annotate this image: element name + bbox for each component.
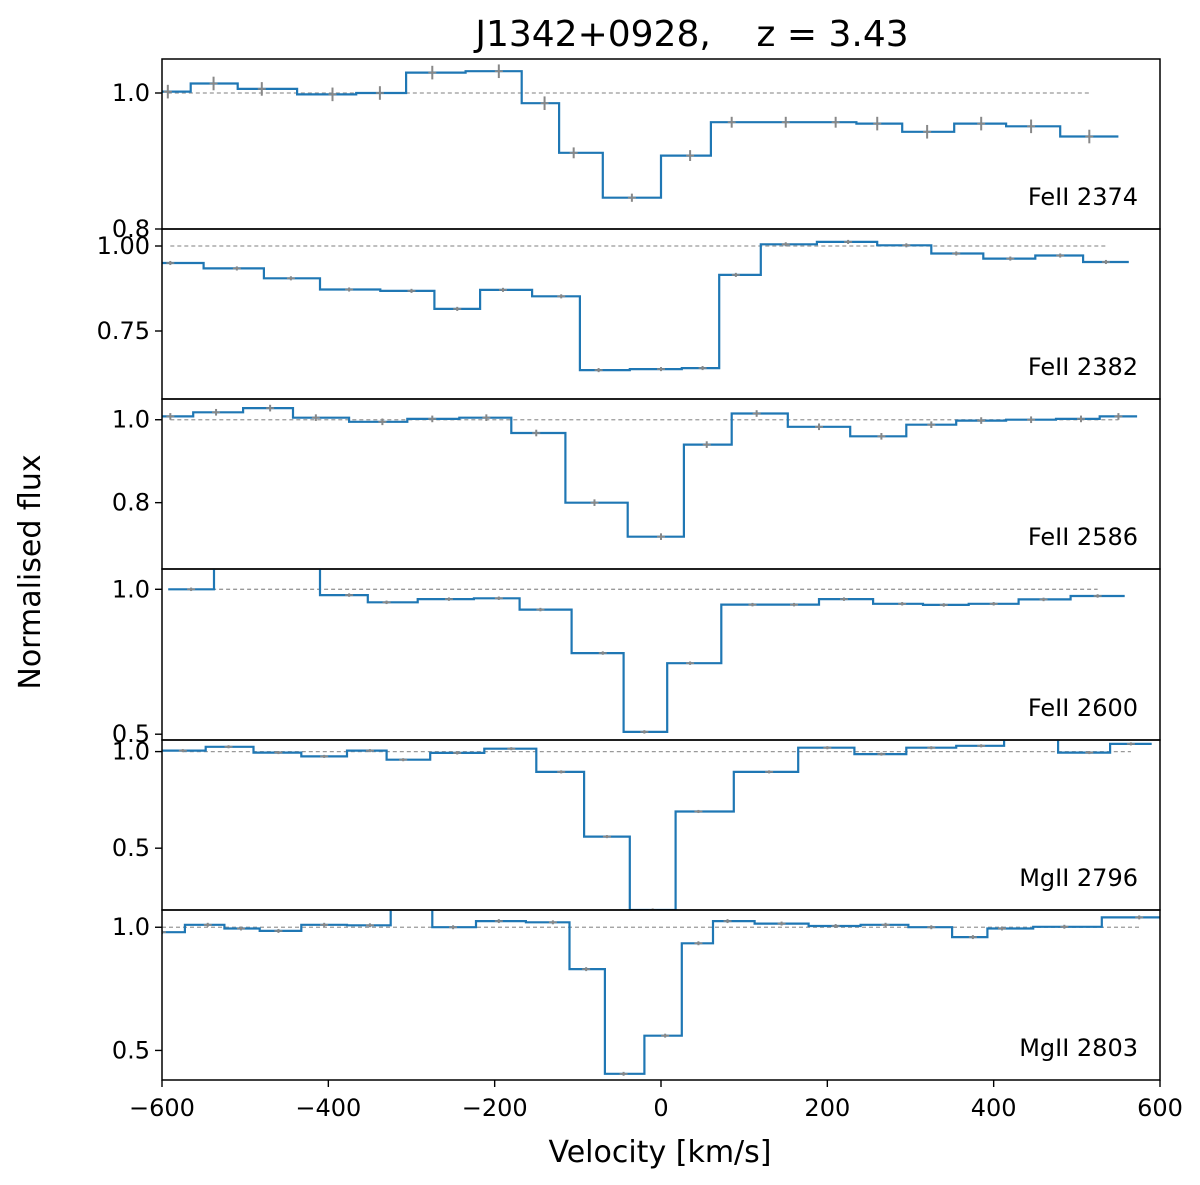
y-tick-label: 0.5	[112, 720, 150, 748]
panel: 1.0 0.5 MgII 2796	[112, 738, 1161, 911]
x-tick-label: 0	[653, 1094, 668, 1122]
x-tick-label: 600	[1137, 1094, 1183, 1122]
x-tick-label: 200	[804, 1094, 850, 1122]
y-tick-label: 0.5	[112, 1036, 150, 1064]
x-axis-label: Velocity [km/s]	[549, 1135, 772, 1170]
panel: 1.0 0.5 MgII 2803	[112, 909, 1161, 1081]
panel: 1.0 0.8 FeII 2586	[112, 398, 1161, 570]
panel-plot-area	[168, 569, 1125, 734]
chart-title: J1342+0928, z = 3.43	[473, 14, 908, 55]
panel: 1.00 0.75 FeII 2382	[97, 228, 1161, 400]
x-tick-label: −400	[295, 1094, 361, 1122]
panel-plot-area	[162, 740, 1152, 910]
y-tick-label: 0.75	[97, 317, 150, 345]
y-tick-label: 1.0	[112, 738, 150, 766]
y-tick-label: 1.0	[112, 79, 150, 107]
flux-step-line	[162, 240, 1129, 372]
flux-step-line	[162, 70, 1119, 199]
x-axis: −600 −400 −200 0 200 400 600	[129, 1080, 1183, 1122]
flux-step-line	[162, 740, 1152, 910]
panel-label: FeII 2600	[1028, 694, 1138, 722]
flux-step-line	[168, 569, 1125, 733]
y-tick-label: 0.8	[112, 489, 150, 517]
panel-frame	[161, 568, 1161, 741]
flux-step-line	[162, 407, 1138, 538]
y-tick-label: 1.0	[112, 913, 150, 941]
panel-plot-area	[162, 64, 1119, 202]
panel-plot-area	[162, 239, 1129, 373]
panel-frame	[161, 228, 1161, 400]
panel-stack: 1.0 0.8 FeII 2374 1.00 0.75 FeII 2382 1.0 0.8 Fe…	[97, 58, 1161, 1081]
panel-frame	[161, 909, 1161, 1081]
x-tick-label: −200	[462, 1094, 528, 1122]
y-tick-label: 1.00	[97, 232, 150, 260]
panel: 1.0 0.5 FeII 2600	[112, 568, 1161, 748]
panel: 1.0 0.8 FeII 2374	[112, 58, 1161, 243]
panel-frame	[161, 739, 1161, 911]
panel-frame	[161, 58, 1161, 230]
panel-label: MgII 2803	[1019, 1034, 1138, 1062]
panel-label: FeII 2586	[1028, 523, 1138, 551]
panel-label: MgII 2796	[1019, 864, 1138, 892]
panel-plot-area	[162, 910, 1160, 1076]
x-tick-label: 400	[971, 1094, 1017, 1122]
x-tick-label: −600	[129, 1094, 195, 1122]
panel-label: FeII 2374	[1028, 183, 1138, 211]
y-tick-label: 0.5	[112, 834, 150, 862]
panel-label: FeII 2382	[1028, 353, 1138, 381]
y-tick-label: 1.0	[112, 575, 150, 603]
y-tick-label: 1.0	[112, 406, 150, 434]
y-tick-label: 0.8	[112, 215, 150, 243]
panel-plot-area	[162, 404, 1138, 540]
panel-frame	[161, 398, 1161, 570]
y-axis-label: Normalised flux	[13, 454, 48, 689]
